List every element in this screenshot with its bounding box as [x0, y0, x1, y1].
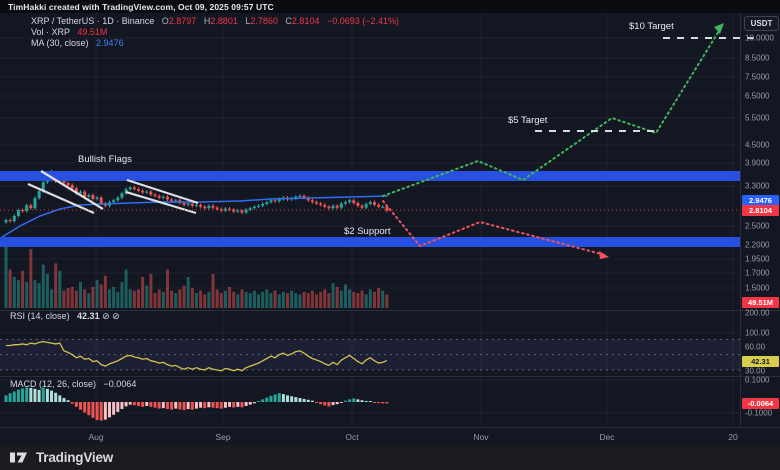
price-tag: 2.8104 — [742, 204, 779, 216]
pane-separator-time-axis — [0, 427, 780, 428]
price-axis-label: 60.00 — [745, 342, 766, 352]
price-axis[interactable]: 10.0000 8.5000 7.5000 6.5000 5.5000 4.5000 3.9… — [741, 13, 780, 427]
rsi-label: RSI (14, close) — [10, 311, 70, 321]
currency-toggle-button[interactable]: USDT — [744, 16, 779, 31]
time-axis-label: Aug — [88, 432, 104, 442]
pane-separator-main-rsi[interactable] — [0, 310, 780, 311]
ma-value: 2.9476 — [96, 38, 124, 48]
open-value: 2.8797 — [168, 16, 197, 26]
price-axis-label: 2.5000 — [745, 221, 770, 231]
price-axis-label: 5.5000 — [745, 113, 770, 123]
open-key: O — [161, 16, 169, 26]
time-axis-label: Nov — [473, 432, 489, 442]
price-tag: 49.51M — [742, 296, 779, 308]
price-axis-label: 1.5000 — [745, 283, 770, 293]
macd-value: −0.0064 — [103, 379, 137, 389]
price-axis-label: 1.9500 — [745, 254, 770, 264]
time-axis-label: Dec — [599, 432, 615, 442]
low-value: 2.7860 — [250, 16, 278, 26]
price-axis-label: 4.5000 — [745, 140, 770, 150]
footer-bar: TradingView — [0, 445, 780, 470]
rsi-value: 42.31 — [77, 311, 100, 321]
low-key: L — [245, 16, 251, 26]
price-axis-label: 30.00 — [745, 366, 766, 376]
title-text: TimHakki created with TradingView.com, O… — [8, 2, 274, 12]
price-tag: 42.31 — [742, 355, 779, 367]
time-axis-label: 20 — [728, 432, 738, 442]
rsi-legend-row[interactable]: RSI (14, close) 42.31 ⊘ ⊘ — [10, 311, 120, 321]
price-axis-label: 3.9000 — [745, 158, 770, 168]
tradingview-logo-icon — [10, 452, 27, 463]
time-axis[interactable]: Aug Sep Oct Nov Dec 20 — [0, 428, 740, 445]
price-axis-label: 2.2000 — [745, 240, 770, 250]
macd-legend-row[interactable]: MACD (12, 26, close) −0.0064 — [10, 379, 136, 389]
price-axis-separator — [740, 13, 741, 427]
annotation-bullish-flags[interactable]: Bullish Flags — [78, 154, 132, 165]
price-axis-label: 100.00 — [745, 328, 770, 338]
pane-separator-rsi-macd[interactable] — [0, 376, 780, 377]
tradingview-logo[interactable]: TradingView — [10, 450, 113, 465]
time-axis-label: Oct — [345, 432, 359, 442]
volume-legend-row[interactable]: Vol · XRP 49.51M — [31, 27, 107, 37]
annotation-5-target[interactable]: $5 Target — [508, 115, 548, 126]
annotation-10-target[interactable]: $10 Target — [629, 21, 674, 32]
title-bar: TimHakki created with TradingView.com, O… — [0, 0, 780, 13]
price-axis-label: 3.3000 — [745, 181, 770, 191]
annotation-2-support[interactable]: $2 Support — [344, 226, 391, 237]
price-axis-label: 8.5000 — [745, 53, 770, 63]
price-axis-label: 1.7000 — [745, 268, 770, 278]
high-key: H — [203, 16, 211, 26]
symbol-legend-row[interactable]: XRP / TetherUS · 1D · Binance O2.8797 H2… — [31, 16, 399, 26]
price-tag: -0.0064 — [742, 397, 779, 409]
close-value: 2.8104 — [291, 16, 320, 26]
change-value: −0.0693 (−2.41%) — [326, 16, 400, 26]
high-value: 2.8801 — [210, 16, 238, 26]
price-axis-label: 0.1000 — [745, 375, 770, 385]
macd-label: MACD (12, 26, close) — [10, 379, 97, 389]
symbol-title: XRP / TetherUS · 1D · Binance — [31, 16, 155, 26]
price-axis-label: 200.00 — [745, 308, 770, 318]
time-axis-label: Sep — [215, 432, 231, 442]
volume-value: 49.51M — [77, 27, 108, 37]
ma-label: MA (30, close) — [31, 38, 89, 48]
tradingview-brand-text: TradingView — [36, 450, 114, 465]
price-axis-label: 10.0000 — [745, 33, 774, 43]
price-tag: 2.9476 — [742, 194, 779, 206]
close-key: C — [285, 16, 292, 26]
volume-label: Vol · XRP — [31, 27, 70, 37]
rsi-hidden-series-icons[interactable]: ⊘ ⊘ — [102, 311, 120, 321]
price-axis-label: 7.5000 — [745, 72, 770, 82]
price-axis-label: -0.1000 — [745, 408, 773, 418]
price-axis-label: 6.5000 — [745, 91, 770, 101]
ma-legend-row[interactable]: MA (30, close) 2.9476 — [31, 38, 124, 48]
